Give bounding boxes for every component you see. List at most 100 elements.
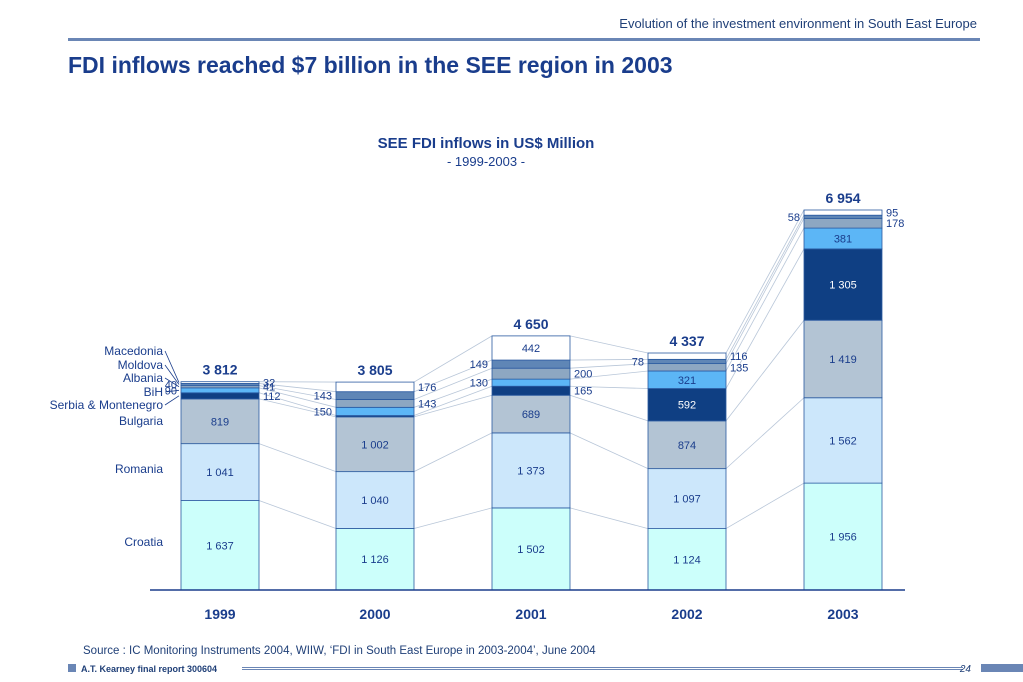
- bar-segment-croatia-2002: [647, 528, 727, 591]
- legend-label-serbia-montenegro: Serbia & Montenegro: [50, 398, 164, 412]
- connector-bih-1999: [258, 387, 337, 408]
- legend-label-romania: Romania: [115, 462, 163, 476]
- x-tick-label-1999: 1999: [204, 606, 235, 622]
- bar-segment-albania-2000: [335, 399, 415, 408]
- data-label-bih-2003: 381: [834, 233, 852, 245]
- data-label-bih-2000: 150: [314, 406, 332, 418]
- x-tick-label-2001: 2001: [515, 606, 546, 622]
- connector-macedonia-2002: [725, 209, 805, 354]
- data-label-bulgaria-2003: 1 419: [829, 354, 857, 366]
- bar-segment-moldova-2001: [491, 359, 571, 369]
- bar-segment-croatia-2000: [335, 528, 415, 591]
- footer-label: A.T. Kearney final report 300604: [81, 664, 218, 674]
- data-label-albania-2003: 178: [886, 218, 904, 230]
- data-label-bulgaria-2002: 874: [678, 440, 696, 452]
- connector-romania-2000: [413, 432, 493, 472]
- connector-moldova-2001: [569, 358, 649, 361]
- data-label-moldova-2002: 78: [632, 356, 644, 368]
- bar-segment-albania-2003: [803, 217, 883, 229]
- connector-serbia-montenegro-2001: [569, 385, 649, 389]
- data-label-macedonia-2001: 442: [522, 343, 540, 355]
- legend-label-macedonia: Macedonia: [104, 344, 163, 358]
- legend-label-croatia: Croatia: [124, 535, 163, 549]
- data-label-albania-2000: 143: [418, 398, 436, 410]
- bar-segment-bulgaria-2000: [335, 416, 415, 473]
- connector-albania-2002: [725, 218, 805, 364]
- bar-segment-serbia-montenegro-1999: [180, 392, 260, 400]
- x-tick-label-2003: 2003: [827, 606, 858, 622]
- bar-segment-croatia-1999: [180, 500, 260, 591]
- footer-rule: [242, 667, 963, 670]
- bar-segment-croatia-2003: [803, 482, 883, 591]
- data-label-macedonia-2003: 95: [886, 208, 898, 220]
- data-label-serbia-montenegro-2001: 165: [574, 386, 592, 398]
- data-label-macedonia-2002: 116: [730, 351, 748, 363]
- bar-segment-romania-1999: [180, 443, 260, 501]
- bar-segment-serbia-montenegro-2001: [491, 385, 571, 396]
- connector-bulgaria-2001: [569, 394, 649, 422]
- chart-subtitle: - 1999-2003 -: [447, 154, 525, 169]
- legend-label-albania: Albania: [123, 371, 163, 385]
- legend-label-moldova: Moldova: [118, 358, 164, 372]
- connector-moldova-2002: [725, 215, 805, 360]
- connector-serbia-montenegro-2002: [725, 248, 805, 389]
- page-number: 24: [959, 664, 971, 675]
- bar-segment-macedonia-2000: [335, 381, 415, 393]
- connector-albania-2001: [569, 363, 649, 369]
- data-label-croatia-1999: 1 637: [206, 540, 234, 552]
- data-label-bih-2002: 321: [678, 375, 696, 387]
- bar-segment-moldova-2002: [647, 358, 727, 365]
- source-note: Source : IC Monitoring Instruments 2004,…: [83, 645, 596, 657]
- connector-croatia-2000: [413, 507, 493, 529]
- total-label-1999: 3 812: [202, 362, 237, 378]
- connector-macedonia-2001: [569, 335, 649, 354]
- bar-segment-romania-2003: [803, 397, 883, 484]
- data-label-albania-2001: 200: [574, 369, 592, 381]
- legend-leader-moldova: [164, 364, 180, 385]
- data-label-macedonia-1999: 32: [263, 378, 275, 390]
- legend-leader-macedonia: [164, 350, 180, 383]
- data-label-bih-2001: 130: [470, 378, 488, 390]
- bar-segment-albania-2001: [491, 367, 571, 380]
- data-label-croatia-2002: 1 124: [673, 554, 701, 566]
- connector-macedonia-2000: [413, 335, 493, 383]
- footer-bar-left: [68, 664, 76, 672]
- bar-segment-croatia-2001: [491, 507, 571, 591]
- x-axis-ticks: 1999 2000 2001 2002 2003: [204, 606, 858, 622]
- data-label-bulgaria-1999: 819: [211, 416, 229, 428]
- connector-albania-2000: [413, 367, 493, 400]
- data-label-croatia-2001: 1 502: [517, 544, 545, 556]
- data-label-macedonia-2000: 176: [418, 382, 436, 394]
- bar-segment-macedonia-2003: [803, 209, 883, 216]
- data-label-moldova-2003: 58: [788, 212, 800, 224]
- connector-bulgaria-2000: [413, 394, 493, 418]
- x-tick-label-2000: 2000: [359, 606, 390, 622]
- connector-bulgaria-2002: [725, 319, 805, 422]
- data-label-romania-2000: 1 040: [361, 495, 389, 507]
- header-rule: [68, 38, 980, 41]
- data-label-albania-1999: 41: [263, 382, 275, 394]
- data-label-bulgaria-2000: 1 002: [361, 439, 389, 451]
- data-label-moldova-2000: 143: [314, 391, 332, 403]
- bar-segment-bulgaria-2001: [491, 394, 571, 434]
- bar-segment-moldova-2000: [335, 391, 415, 400]
- connector-bulgaria-1999: [258, 398, 337, 418]
- data-label-croatia-2000: 1 126: [361, 554, 389, 566]
- legend-leader-serbia-montenegro: [164, 395, 180, 406]
- bar-segment-bih-2000: [335, 406, 415, 416]
- header-text: Evolution of the investment environment …: [619, 16, 977, 31]
- connector-romania-2001: [569, 432, 649, 469]
- bar-segment-bih-2001: [491, 378, 571, 387]
- data-label-serbia-montenegro-2002: 592: [678, 400, 696, 412]
- legend-label-bih: BiH: [144, 385, 163, 399]
- bar-segment-bulgaria-2003: [803, 319, 883, 399]
- chart-title: SEE FDI inflows in US$ Million: [378, 135, 595, 152]
- data-label-bulgaria-2001: 689: [522, 409, 540, 421]
- total-label-2001: 4 650: [513, 316, 548, 332]
- x-tick-label-2002: 2002: [671, 606, 702, 622]
- data-label-romania-1999: 1 041: [206, 467, 234, 479]
- connector-bih-2001: [569, 370, 649, 380]
- data-label-serbia-montenegro-1999: 112: [263, 391, 281, 403]
- legend: Croatia Romania Bulgaria Serbia & Montenegr…: [50, 344, 180, 549]
